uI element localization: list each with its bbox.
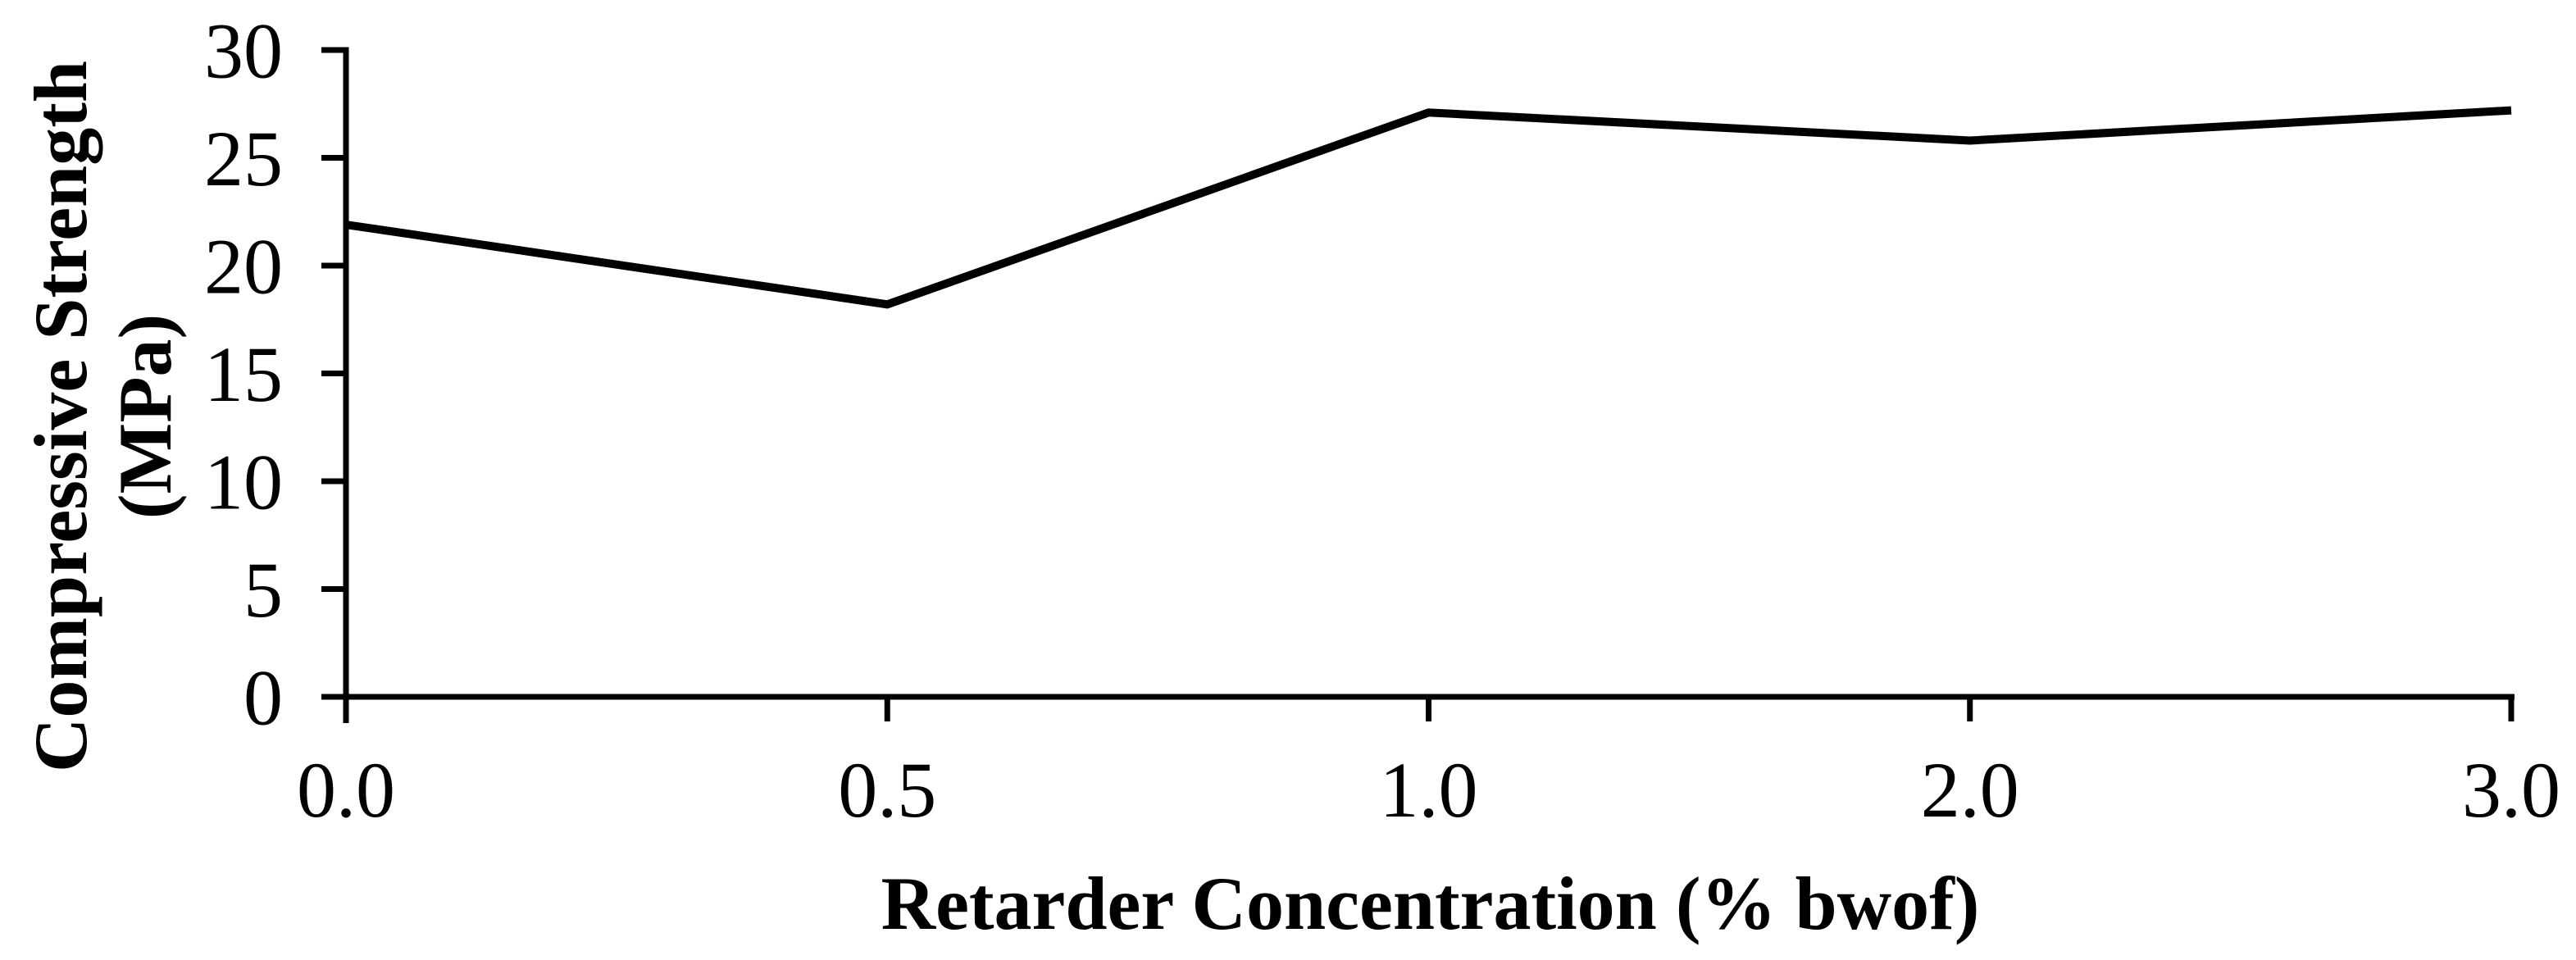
x-tick-label: 0.0: [297, 746, 395, 834]
y-tick-label: 30: [204, 7, 283, 95]
y-tick-label: 20: [204, 223, 283, 311]
x-tick-label: 3.0: [2462, 746, 2560, 834]
data-line: [345, 106, 2512, 309]
y-tick-label: 10: [204, 439, 283, 526]
y-tick-label: 5: [243, 546, 283, 634]
y-tick-label: 25: [204, 115, 283, 202]
x-axis-title: Retarder Concentration (% bwof): [881, 862, 1980, 945]
x-tick-label: 1.0: [1380, 746, 1478, 834]
x-tick-label: 2.0: [1921, 746, 2019, 834]
x-tick-label: 0.5: [838, 746, 936, 834]
y-tick-label: 0: [243, 654, 283, 742]
y-tick-label: 15: [204, 330, 283, 418]
